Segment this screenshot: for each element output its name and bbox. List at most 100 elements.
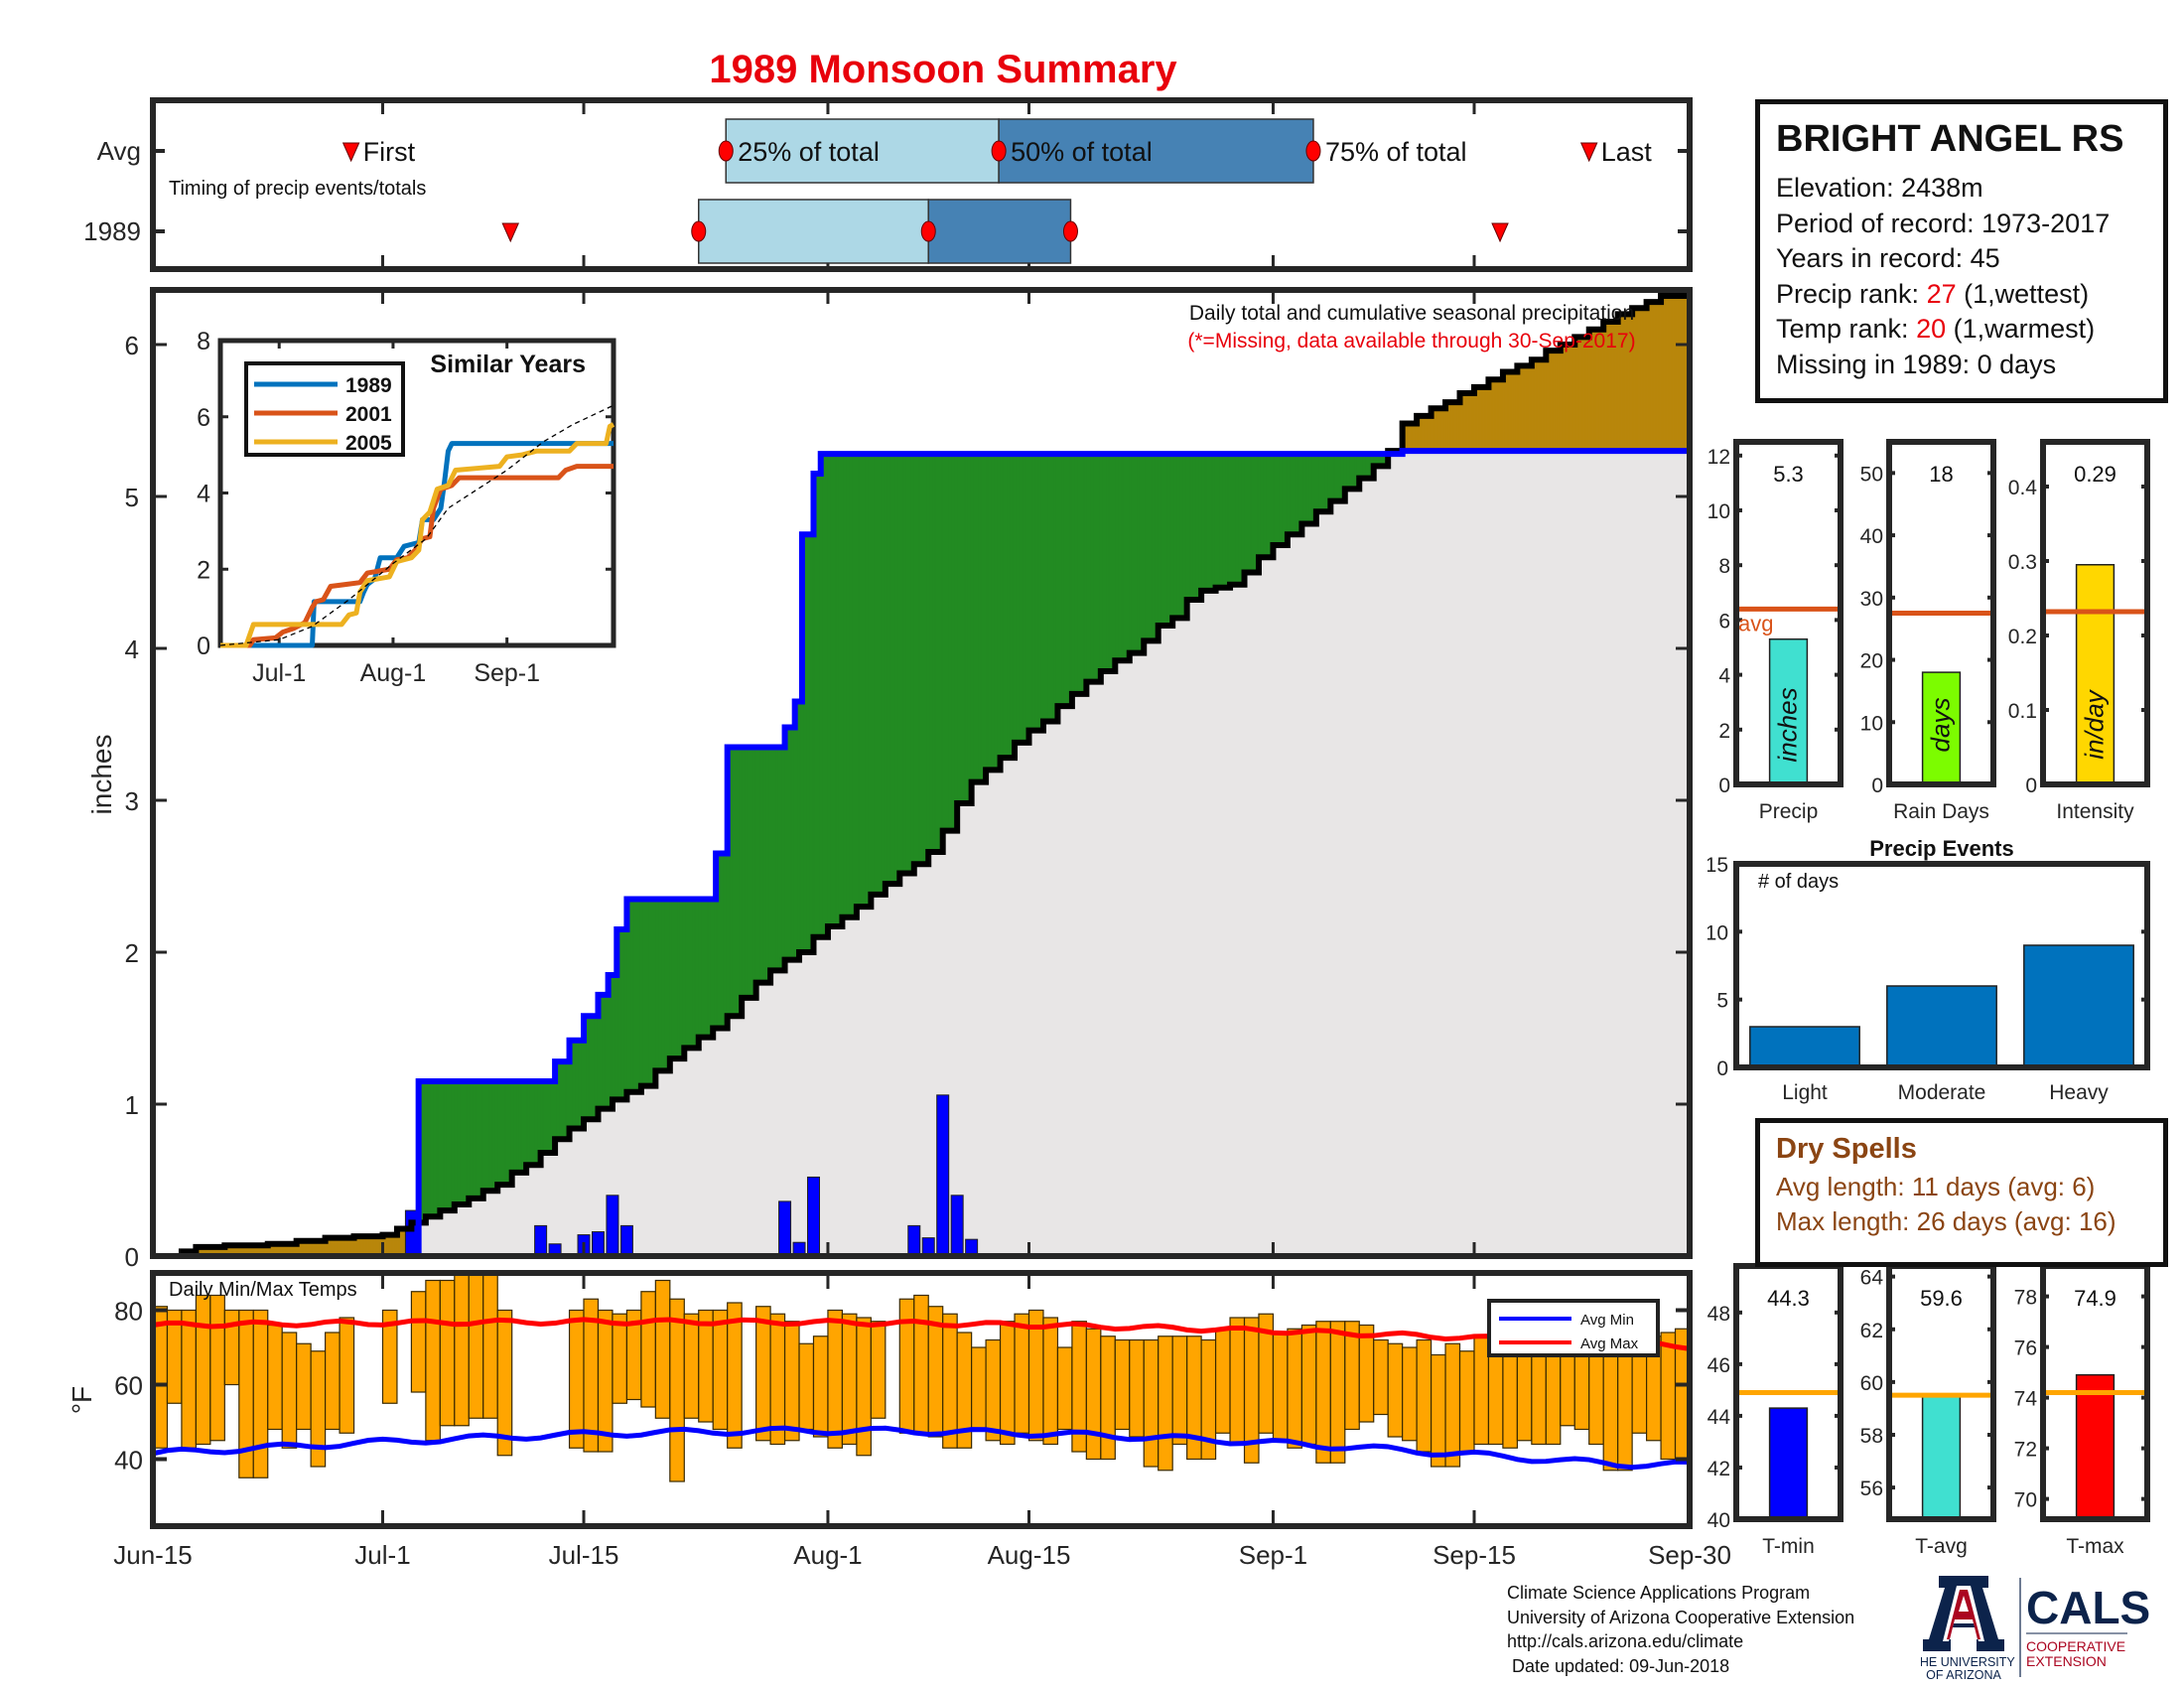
difference-fill bbox=[517, 1081, 520, 1173]
difference-fill bbox=[1619, 314, 1622, 452]
difference-fill bbox=[1409, 423, 1412, 452]
difference-fill bbox=[550, 1081, 553, 1153]
difference-fill bbox=[1257, 454, 1260, 573]
difference-fill bbox=[316, 1240, 319, 1256]
difference-fill bbox=[1653, 302, 1656, 452]
difference-fill bbox=[331, 1237, 334, 1256]
difference-fill bbox=[949, 454, 952, 831]
difference-fill bbox=[825, 454, 828, 937]
difference-fill bbox=[1452, 402, 1455, 452]
difference-fill bbox=[679, 899, 682, 1059]
difference-fill bbox=[632, 899, 635, 1092]
difference-fill bbox=[375, 1236, 378, 1256]
difference-fill bbox=[1115, 454, 1118, 661]
timing-caption: Timing of precip events/totals bbox=[169, 178, 426, 200]
difference-fill bbox=[234, 1245, 237, 1256]
difference-fill bbox=[1594, 329, 1597, 452]
difference-fill bbox=[529, 1081, 532, 1166]
temp-range-bar bbox=[1229, 1317, 1246, 1446]
difference-fill bbox=[608, 974, 611, 1109]
difference-fill bbox=[690, 899, 693, 1049]
y-axis-label: °F bbox=[67, 1386, 97, 1414]
difference-fill bbox=[217, 1246, 220, 1256]
temp-range-bar bbox=[727, 1302, 743, 1449]
difference-fill bbox=[1500, 379, 1503, 452]
difference-fill bbox=[510, 1081, 513, 1186]
difference-fill bbox=[235, 1245, 238, 1256]
difference-fill bbox=[1138, 454, 1141, 653]
y-tick-label: 12 bbox=[1707, 446, 1730, 469]
difference-fill bbox=[395, 1234, 398, 1256]
difference-fill bbox=[1074, 454, 1077, 694]
difference-fill bbox=[1555, 351, 1558, 452]
difference-fill bbox=[751, 747, 754, 998]
difference-fill bbox=[1478, 386, 1481, 452]
difference-fill bbox=[651, 899, 654, 1086]
last-marker bbox=[1579, 142, 1598, 163]
difference-fill bbox=[1624, 314, 1627, 452]
difference-fill bbox=[915, 454, 918, 865]
difference-fill bbox=[973, 454, 976, 782]
difference-fill bbox=[1266, 454, 1269, 558]
difference-fill bbox=[1437, 408, 1440, 452]
difference-fill bbox=[612, 974, 614, 1100]
plot-frame bbox=[150, 287, 1693, 1259]
difference-fill bbox=[1017, 454, 1020, 743]
temp-range-bar bbox=[252, 1309, 269, 1478]
y-tick-label: 10 bbox=[1707, 500, 1730, 523]
difference-fill bbox=[1202, 454, 1205, 591]
difference-fill bbox=[629, 899, 632, 1092]
difference-fill bbox=[388, 1234, 391, 1256]
difference-fill bbox=[1144, 454, 1147, 641]
difference-fill bbox=[1211, 454, 1214, 591]
difference-fill bbox=[386, 1234, 389, 1256]
difference-fill bbox=[610, 974, 613, 1109]
difference-fill bbox=[1073, 454, 1076, 694]
difference-fill bbox=[793, 727, 796, 960]
difference-fill bbox=[737, 747, 740, 1017]
difference-fill bbox=[1626, 314, 1629, 452]
difference-fill bbox=[1119, 454, 1122, 661]
difference-fill bbox=[1501, 379, 1504, 452]
difference-fill bbox=[518, 1081, 521, 1173]
difference-fill bbox=[498, 1081, 501, 1186]
difference-fill bbox=[1063, 454, 1066, 707]
difference-fill bbox=[1058, 454, 1061, 707]
difference-fill bbox=[1606, 322, 1609, 452]
difference-fill bbox=[1352, 454, 1355, 490]
difference-fill bbox=[1134, 454, 1137, 653]
difference-fill bbox=[1363, 454, 1366, 479]
difference-fill bbox=[1147, 454, 1150, 641]
temp-range-bar bbox=[439, 1279, 456, 1427]
difference-fill bbox=[1580, 337, 1583, 452]
difference-fill bbox=[1482, 386, 1485, 452]
difference-fill bbox=[1613, 322, 1616, 452]
difference-fill bbox=[1587, 337, 1590, 452]
difference-fill bbox=[1276, 454, 1279, 545]
difference-fill bbox=[523, 1081, 526, 1173]
difference-fill bbox=[1282, 454, 1285, 545]
difference-fill bbox=[952, 454, 955, 831]
difference-fill bbox=[1269, 454, 1272, 558]
difference-fill bbox=[325, 1237, 328, 1256]
temp-range-bar bbox=[913, 1294, 929, 1434]
difference-fill bbox=[555, 1061, 558, 1140]
difference-fill bbox=[1007, 454, 1010, 759]
footer-link[interactable]: http://cals.arizona.edu/climate bbox=[1507, 1631, 1744, 1651]
difference-fill bbox=[1116, 454, 1119, 661]
difference-fill bbox=[1575, 337, 1578, 452]
difference-fill bbox=[1528, 365, 1532, 452]
temp-range-bar bbox=[1473, 1336, 1490, 1446]
difference-fill bbox=[312, 1240, 315, 1256]
temp-range-bar bbox=[1458, 1350, 1475, 1453]
difference-fill bbox=[350, 1237, 353, 1256]
difference-fill bbox=[682, 899, 685, 1059]
precip-total-frame bbox=[1733, 439, 1843, 787]
difference-fill bbox=[1465, 392, 1468, 452]
difference-fill bbox=[1379, 454, 1382, 467]
difference-fill bbox=[394, 1234, 397, 1256]
difference-fill bbox=[295, 1243, 298, 1256]
difference-fill bbox=[1484, 386, 1487, 452]
difference-fill bbox=[372, 1236, 375, 1256]
difference-fill bbox=[703, 899, 706, 1038]
